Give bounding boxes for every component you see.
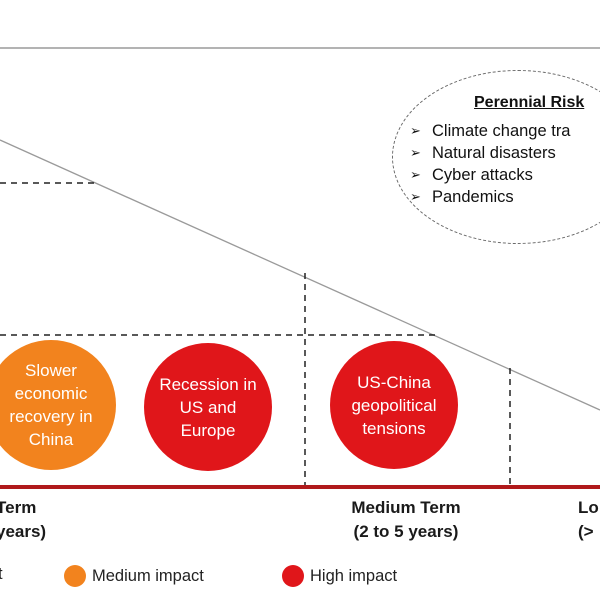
legend-item-medium: Medium impact — [64, 565, 204, 587]
risk-circle-china-recovery: Slower economic recovery in China — [0, 340, 116, 470]
perennial-risk-item: ➢ Climate change tra — [410, 122, 571, 140]
risk-circle-recession: Recession in US and Europe — [144, 343, 272, 471]
arrow-bullet-icon: ➢ — [410, 167, 421, 182]
legend-item-high: High impact — [282, 565, 397, 587]
arrow-bullet-icon: ➢ — [410, 123, 421, 138]
perennial-risk-list: ➢ Climate change tra ➢ Natural disasters ➢… — [410, 120, 571, 208]
term-label-short: Term years) — [0, 498, 47, 541]
perennial-risk-item: ➢ Pandemics — [410, 188, 514, 206]
perennial-risk-item: ➢ Cyber attacks — [410, 166, 533, 184]
high-impact-dot-icon — [282, 565, 304, 587]
arrow-bullet-icon: ➢ — [410, 189, 421, 204]
arrow-bullet-icon: ➢ — [410, 145, 421, 160]
medium-impact-dot-icon — [64, 565, 86, 587]
term-label-long: Lo (> — [578, 498, 599, 541]
perennial-risk-item: ➢ Natural disasters — [410, 144, 556, 162]
risk-circle-us-china: US-China geopolitical tensions — [330, 341, 458, 469]
legend-item-low: t — [0, 565, 3, 583]
perennial-risk-title: Perennial Risk — [474, 94, 585, 111]
term-label-medium: Medium Term (2 to 5 years) — [351, 498, 461, 541]
probability-decline-line — [0, 139, 600, 411]
